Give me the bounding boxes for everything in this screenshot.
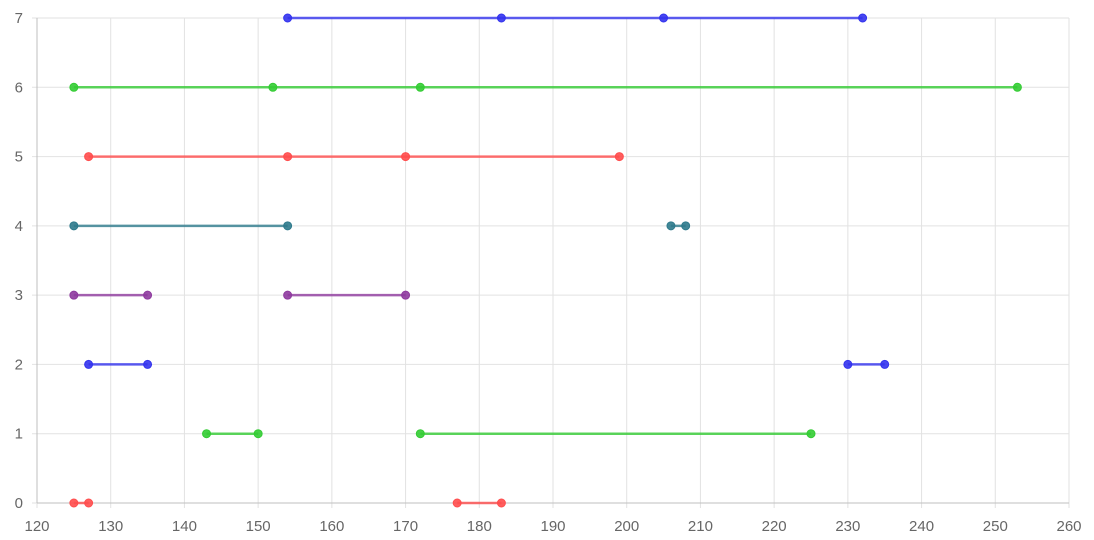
data-point[interactable] xyxy=(880,359,890,369)
data-point[interactable] xyxy=(666,221,676,231)
data-point[interactable] xyxy=(496,498,506,508)
data-point[interactable] xyxy=(283,221,293,231)
data-point[interactable] xyxy=(69,82,79,92)
series-layer xyxy=(69,13,1022,508)
x-tick-label: 250 xyxy=(983,518,1008,535)
x-tick-label: 240 xyxy=(909,518,934,535)
series-row-6 xyxy=(69,82,1022,92)
data-point[interactable] xyxy=(614,152,624,162)
data-point[interactable] xyxy=(283,152,293,162)
tick-labels: 120 130 140 150 160 170 180 190 200 210 220 230 240 2… xyxy=(15,10,1082,535)
y-tick-label: 7 xyxy=(15,10,23,27)
series-row-1 xyxy=(202,429,816,439)
data-point[interactable] xyxy=(143,290,153,300)
axes xyxy=(36,18,1069,504)
data-point[interactable] xyxy=(806,429,816,439)
y-tick-label: 6 xyxy=(15,79,23,96)
data-point[interactable] xyxy=(858,13,868,23)
x-tick-label: 160 xyxy=(319,518,344,535)
series-row-3 xyxy=(69,290,411,300)
data-point[interactable] xyxy=(1012,82,1022,92)
data-point[interactable] xyxy=(401,152,411,162)
data-point[interactable] xyxy=(143,359,153,369)
x-tick-label: 150 xyxy=(246,518,271,535)
data-point[interactable] xyxy=(69,221,79,231)
data-point[interactable] xyxy=(268,82,278,92)
data-point[interactable] xyxy=(659,13,669,23)
data-point[interactable] xyxy=(84,359,94,369)
data-point[interactable] xyxy=(415,429,425,439)
x-tick-label: 230 xyxy=(835,518,860,535)
data-point[interactable] xyxy=(69,498,79,508)
data-point[interactable] xyxy=(84,498,94,508)
x-tick-label: 200 xyxy=(614,518,639,535)
y-tick-label: 4 xyxy=(15,218,23,235)
y-tick-label: 0 xyxy=(15,495,23,512)
x-tick-label: 140 xyxy=(172,518,197,535)
data-point[interactable] xyxy=(84,152,94,162)
data-point[interactable] xyxy=(69,290,79,300)
data-point[interactable] xyxy=(202,429,212,439)
series-row-4 xyxy=(69,221,691,231)
x-tick-label: 180 xyxy=(467,518,492,535)
series-row-2 xyxy=(84,359,890,369)
x-tick-label: 130 xyxy=(98,518,123,535)
data-point[interactable] xyxy=(283,13,293,23)
x-tick-label: 170 xyxy=(393,518,418,535)
series-row-5 xyxy=(84,152,624,162)
y-tick-label: 1 xyxy=(15,426,23,443)
data-point[interactable] xyxy=(843,359,853,369)
data-point[interactable] xyxy=(283,290,293,300)
data-point[interactable] xyxy=(253,429,263,439)
x-tick-label: 190 xyxy=(540,518,565,535)
y-tick-label: 2 xyxy=(15,356,23,373)
data-point[interactable] xyxy=(452,498,462,508)
data-point[interactable] xyxy=(415,82,425,92)
x-tick-label: 210 xyxy=(688,518,713,535)
data-point[interactable] xyxy=(401,290,411,300)
y-tick-label: 5 xyxy=(15,149,23,166)
x-tick-label: 220 xyxy=(762,518,787,535)
series-row-7 xyxy=(283,13,868,23)
x-tick-label: 260 xyxy=(1056,518,1081,535)
data-point[interactable] xyxy=(681,221,691,231)
y-tick-label: 3 xyxy=(15,287,23,304)
x-tick-label: 120 xyxy=(24,518,49,535)
series-row-0 xyxy=(69,498,506,508)
data-point[interactable] xyxy=(496,13,506,23)
